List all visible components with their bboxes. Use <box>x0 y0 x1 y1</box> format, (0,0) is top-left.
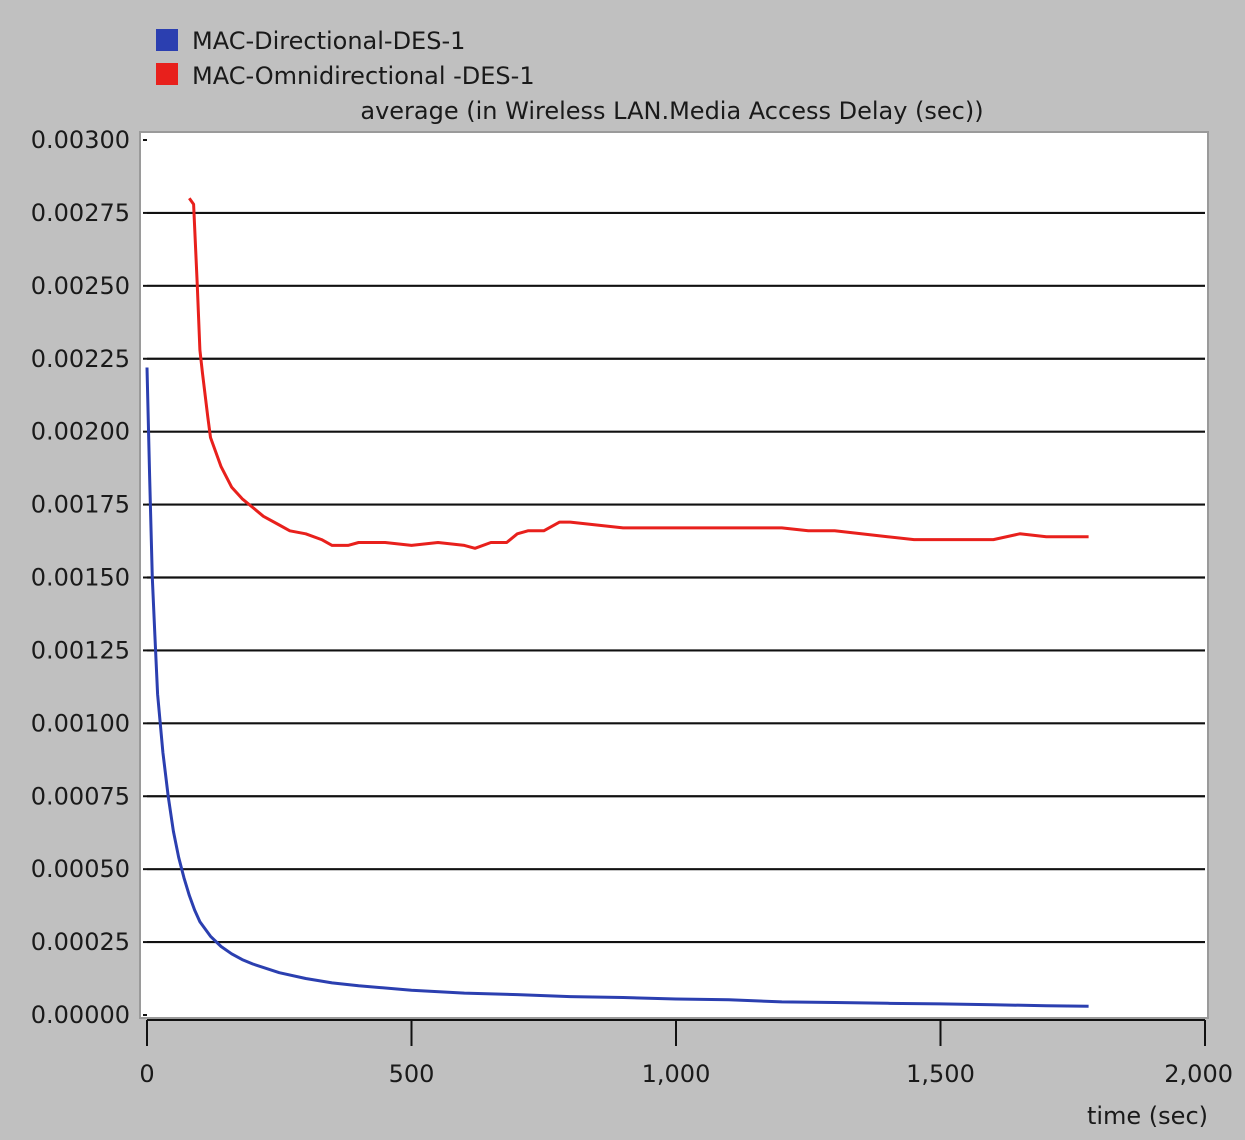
legend-swatch-omnidirectional <box>156 63 178 85</box>
series-line-omnidirectional <box>188 197 1089 550</box>
series-layer <box>145 197 1089 1008</box>
y-tick-label: 0.00275 <box>31 199 130 227</box>
grid-lines <box>147 211 1205 944</box>
y-tick-label: 0.00075 <box>31 782 130 810</box>
legend-label-directional: MAC-Directional-DES-1 <box>192 27 465 55</box>
y-tick-label: 0.00175 <box>31 491 130 519</box>
y-tick-label: 0.00200 <box>31 418 130 446</box>
x-axis-label: time (sec) <box>1087 1102 1208 1130</box>
series-line-directional <box>145 367 1089 1008</box>
x-tick-label: 0 <box>139 1060 154 1088</box>
x-axis: 0 500 1,000 1,500 2,000 <box>139 1019 1233 1088</box>
plot-area <box>139 131 1209 1019</box>
y-tick-label: 0.00150 <box>31 564 130 592</box>
y-tick-label: 0.00225 <box>31 345 130 373</box>
x-tick-label: 2,000 <box>1164 1060 1233 1088</box>
y-tick-label: 0.00050 <box>31 855 130 883</box>
y-tick-label: 0.00125 <box>31 636 130 664</box>
y-tick-label: 0.00000 <box>31 1001 130 1029</box>
x-tick-label: 500 <box>389 1060 435 1088</box>
legend: MAC-Directional-DES-1 MAC-Omnidirectiona… <box>156 27 535 90</box>
legend-swatch-directional <box>156 29 178 51</box>
y-tick-label: 0.00100 <box>31 709 130 737</box>
y-tick-label: 0.00250 <box>31 272 130 300</box>
y-tick-label: 0.00025 <box>31 928 130 956</box>
chart-title: average (in Wireless LAN.Media Access De… <box>360 97 983 125</box>
y-axis: 0.00000 0.00025 0.00050 0.00075 0.00100 0.001… <box>31 126 147 1029</box>
legend-label-omnidirectional: MAC-Omnidirectional -DES-1 <box>192 62 535 90</box>
x-tick-label: 1,000 <box>642 1060 711 1088</box>
x-tick-label: 1,500 <box>906 1060 975 1088</box>
y-tick-label: 0.00300 <box>31 126 130 154</box>
